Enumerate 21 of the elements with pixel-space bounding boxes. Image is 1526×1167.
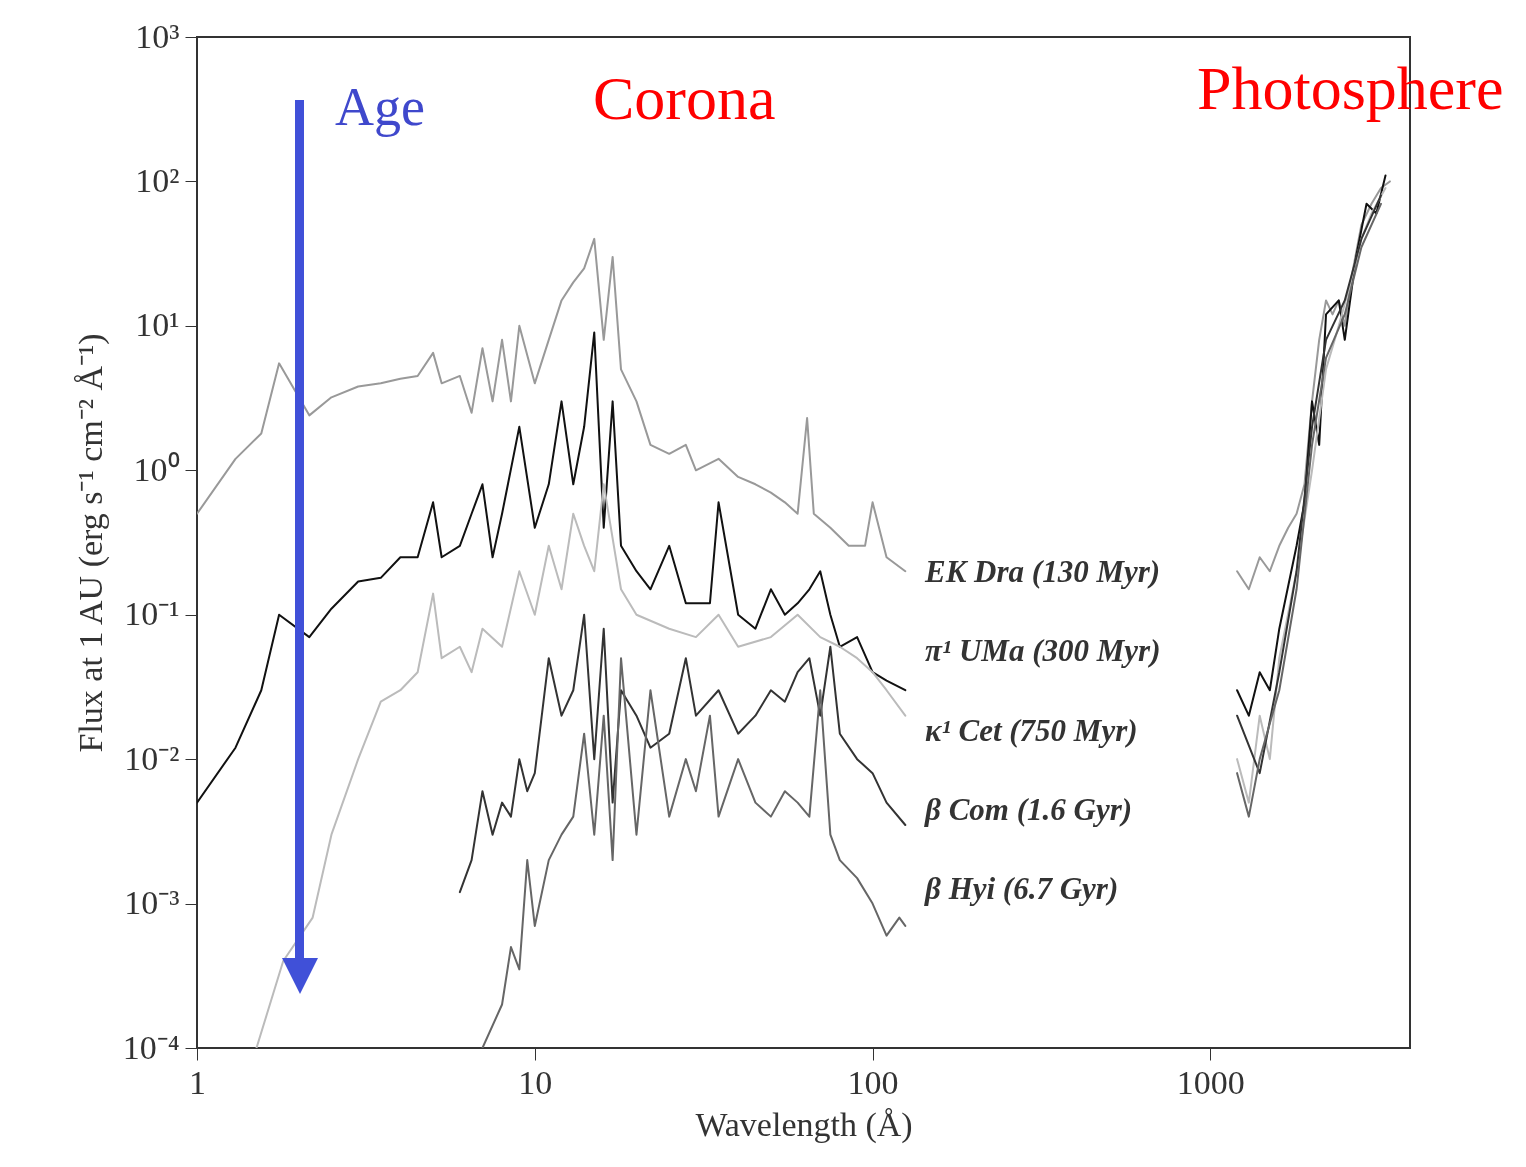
series-label: π¹ UMa (300 Myr) <box>925 633 1161 669</box>
x-axis-title: Wavelength (Å) <box>695 1105 913 1144</box>
y-tick-label: 10⁻³ <box>124 884 180 922</box>
x-tick-label: 100 <box>847 1063 899 1101</box>
y-axis-title: Flux at 1 AU (erg s⁻¹ cm⁻² Å⁻¹) <box>71 333 110 753</box>
y-tick-label: 10⁰ <box>133 450 180 488</box>
y-tick-label: 10⁻² <box>124 739 180 777</box>
y-tick-label: 10⁻¹ <box>124 595 180 633</box>
y-tick-label: 10⁻⁴ <box>122 1028 180 1066</box>
series-label: β Com (1.6 Gyr) <box>924 791 1133 827</box>
series-label: κ¹ Cet (750 Myr) <box>925 712 1138 748</box>
annotation: Age <box>335 77 425 137</box>
series-label: EK Dra (130 Myr) <box>924 554 1161 589</box>
y-tick-label: 10³ <box>135 17 180 55</box>
annotation: Corona <box>593 64 776 132</box>
y-tick-label: 10¹ <box>135 306 180 344</box>
x-tick-label: 1 <box>189 1063 206 1101</box>
y-tick-label: 10² <box>135 161 180 199</box>
series-label: β Hyi (6.7 Gyr) <box>924 871 1119 906</box>
x-tick-label: 1000 <box>1176 1063 1245 1101</box>
x-tick-label: 10 <box>518 1063 553 1101</box>
